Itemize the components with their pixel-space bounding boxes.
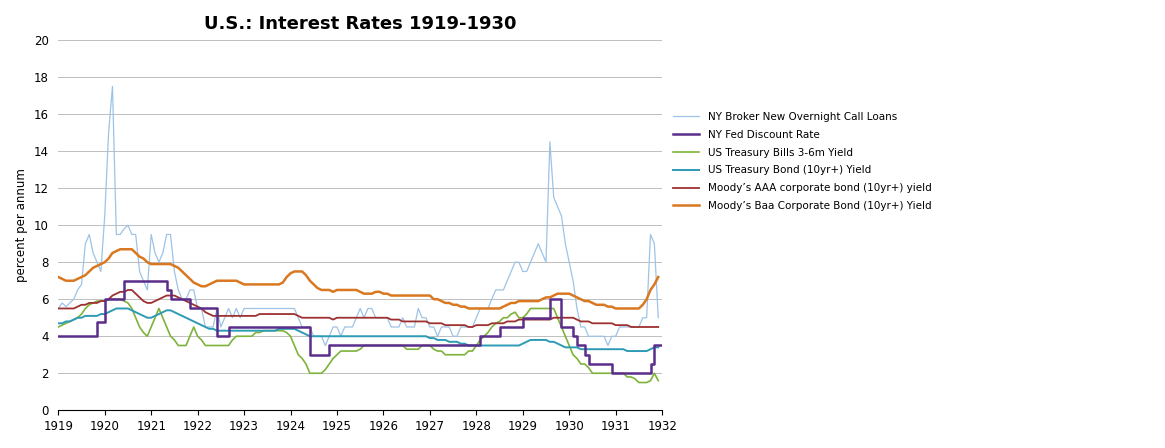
Moody’s AAA corporate bond (10yr+) yield bbox=[51, 306, 65, 311]
US Treasury Bond (10yr+) Yield bbox=[206, 326, 220, 332]
NY Fed Discount Rate bbox=[183, 306, 197, 311]
NY Broker New Overnight Call Loans bbox=[206, 324, 220, 330]
Moody’s AAA corporate bond (10yr+) yield bbox=[280, 311, 294, 317]
US Treasury Bills 3-6m Yield bbox=[206, 343, 220, 348]
US Treasury Bond (10yr+) Yield bbox=[411, 334, 425, 339]
US Treasury Bills 3-6m Yield bbox=[651, 378, 665, 383]
Moody’s AAA corporate bond (10yr+) yield bbox=[651, 324, 665, 330]
Moody’s Baa Corporate Bond (10yr+) Yield bbox=[206, 280, 220, 285]
NY Broker New Overnight Call Loans bbox=[651, 315, 665, 320]
NY Fed Discount Rate bbox=[570, 334, 584, 339]
NY Broker New Overnight Call Loans bbox=[543, 139, 557, 145]
NY Broker New Overnight Call Loans bbox=[51, 306, 65, 311]
Moody’s Baa Corporate Bond (10yr+) Yield bbox=[543, 295, 557, 300]
Line: NY Broker New Overnight Call Loans: NY Broker New Overnight Call Loans bbox=[58, 86, 658, 345]
Line: Moody’s Baa Corporate Bond (10yr+) Yield: Moody’s Baa Corporate Bond (10yr+) Yield bbox=[58, 249, 658, 309]
NY Broker New Overnight Call Loans bbox=[280, 306, 294, 311]
US Treasury Bond (10yr+) Yield bbox=[110, 306, 123, 311]
US Treasury Bills 3-6m Yield bbox=[469, 343, 483, 348]
Moody’s AAA corporate bond (10yr+) yield bbox=[461, 324, 475, 330]
Y-axis label: percent per annum: percent per annum bbox=[15, 168, 28, 282]
NY Fed Discount Rate bbox=[605, 370, 619, 376]
Line: US Treasury Bills 3-6m Yield: US Treasury Bills 3-6m Yield bbox=[58, 299, 658, 383]
NY Fed Discount Rate bbox=[303, 324, 317, 330]
Moody’s Baa Corporate Bond (10yr+) Yield bbox=[303, 278, 317, 284]
Line: NY Fed Discount Rate: NY Fed Discount Rate bbox=[58, 281, 662, 373]
Moody’s Baa Corporate Bond (10yr+) Yield bbox=[461, 306, 475, 311]
Moody’s Baa Corporate Bond (10yr+) Yield bbox=[411, 293, 425, 298]
US Treasury Bond (10yr+) Yield bbox=[469, 343, 483, 348]
NY Fed Discount Rate bbox=[51, 334, 65, 339]
Title: U.S.: Interest Rates 1919-1930: U.S.: Interest Rates 1919-1930 bbox=[204, 15, 516, 33]
NY Broker New Overnight Call Loans bbox=[473, 306, 487, 311]
Moody’s Baa Corporate Bond (10yr+) Yield bbox=[280, 274, 294, 280]
Moody’s AAA corporate bond (10yr+) yield bbox=[121, 287, 135, 293]
NY Broker New Overnight Call Loans bbox=[415, 315, 429, 320]
NY Broker New Overnight Call Loans bbox=[106, 84, 120, 89]
Moody’s AAA corporate bond (10yr+) yield bbox=[473, 323, 487, 328]
Line: US Treasury Bond (10yr+) Yield: US Treasury Bond (10yr+) Yield bbox=[58, 309, 658, 351]
NY Broker New Overnight Call Loans bbox=[303, 324, 317, 330]
NY Fed Discount Rate bbox=[221, 324, 235, 330]
Legend: NY Broker New Overnight Call Loans, NY Fed Discount Rate, US Treasury Bills 3-6m: NY Broker New Overnight Call Loans, NY F… bbox=[673, 112, 932, 211]
US Treasury Bond (10yr+) Yield bbox=[651, 345, 665, 350]
US Treasury Bills 3-6m Yield bbox=[101, 297, 115, 302]
US Treasury Bills 3-6m Yield bbox=[539, 306, 553, 311]
NY Fed Discount Rate bbox=[655, 343, 669, 348]
US Treasury Bills 3-6m Yield bbox=[411, 346, 425, 352]
Moody’s AAA corporate bond (10yr+) yield bbox=[543, 317, 557, 322]
Moody’s AAA corporate bond (10yr+) yield bbox=[206, 313, 220, 319]
Moody’s Baa Corporate Bond (10yr+) Yield bbox=[113, 246, 127, 252]
US Treasury Bills 3-6m Yield bbox=[303, 370, 317, 376]
US Treasury Bills 3-6m Yield bbox=[51, 324, 65, 330]
Moody’s Baa Corporate Bond (10yr+) Yield bbox=[651, 274, 665, 280]
US Treasury Bond (10yr+) Yield bbox=[620, 349, 634, 354]
NY Fed Discount Rate bbox=[118, 278, 132, 284]
NY Fed Discount Rate bbox=[655, 343, 669, 348]
US Treasury Bond (10yr+) Yield bbox=[280, 326, 294, 332]
NY Broker New Overnight Call Loans bbox=[318, 343, 332, 348]
US Treasury Bond (10yr+) Yield bbox=[51, 321, 65, 326]
Moody’s Baa Corporate Bond (10yr+) Yield bbox=[51, 274, 65, 280]
NY Fed Discount Rate bbox=[555, 324, 569, 330]
Moody’s Baa Corporate Bond (10yr+) Yield bbox=[473, 306, 487, 311]
US Treasury Bond (10yr+) Yield bbox=[539, 337, 553, 343]
US Treasury Bills 3-6m Yield bbox=[631, 380, 645, 385]
Line: Moody’s AAA corporate bond (10yr+) yield: Moody’s AAA corporate bond (10yr+) yield bbox=[58, 290, 658, 327]
Moody’s AAA corporate bond (10yr+) yield bbox=[411, 319, 425, 324]
US Treasury Bills 3-6m Yield bbox=[280, 330, 294, 335]
US Treasury Bond (10yr+) Yield bbox=[303, 334, 317, 339]
Moody’s AAA corporate bond (10yr+) yield bbox=[303, 315, 317, 320]
